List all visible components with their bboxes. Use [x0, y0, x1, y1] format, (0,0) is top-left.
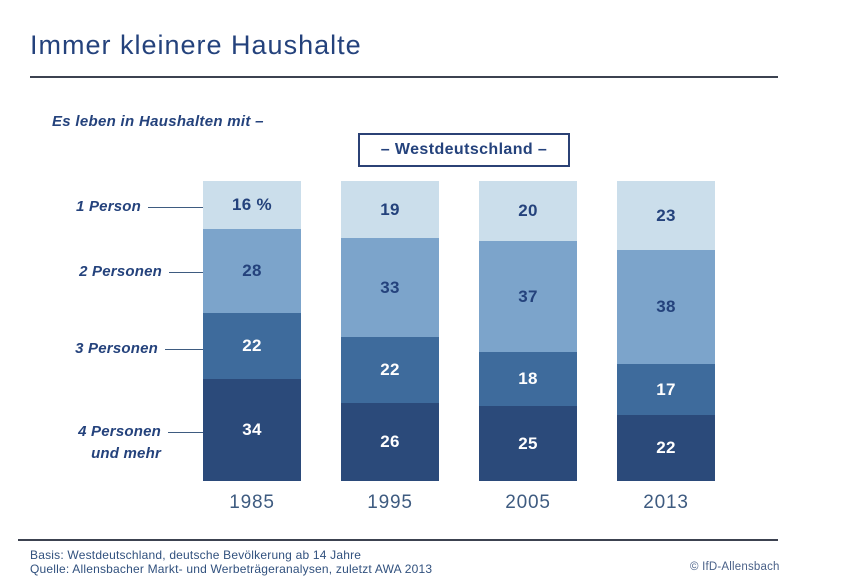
row-label: 4 Personen und mehr: [78, 423, 161, 462]
segment-value: 25: [518, 433, 538, 453]
segment-value: 19: [380, 199, 400, 219]
bar-segment: 22: [617, 415, 715, 481]
segment-value: 18: [518, 369, 538, 388]
segment-value: 17: [656, 379, 676, 399]
segment-value: 33: [380, 277, 400, 297]
footer-divider: [18, 539, 778, 541]
page-title: Immer kleinere Haushalte: [30, 30, 362, 60]
bar-segment: 16 %: [203, 181, 301, 229]
segment-value: 26: [380, 432, 400, 451]
bar-segment: 25: [479, 406, 577, 481]
segment-value: 22: [380, 360, 400, 379]
bar-segment: 28: [203, 229, 301, 313]
x-axis-label: 2013: [643, 492, 689, 513]
chart-subtitle: Es leben in Haushalten mit –: [52, 113, 264, 130]
row-label: 3 Personen: [75, 340, 158, 357]
bar-segment: 22: [203, 313, 301, 379]
segment-value: 23: [656, 205, 676, 225]
segment-value: 38: [656, 297, 676, 316]
x-axis-label: 1995: [367, 492, 413, 513]
bar-segment: 34: [203, 379, 301, 481]
bar-segment: 18: [479, 352, 577, 406]
row-label: 1 Person: [76, 198, 141, 215]
bar-segment: 33: [341, 238, 439, 337]
bar-segment: 20: [479, 181, 577, 241]
segment-value: 37: [518, 286, 538, 306]
label-connector-line: [168, 432, 203, 433]
segment-value: 22: [656, 438, 676, 457]
footnote-basis: Basis: Westdeutschland, deutsche Bevölke…: [30, 548, 362, 562]
region-badge: – Westdeutschland –: [358, 133, 570, 167]
row-label: 2 Personen: [79, 263, 162, 280]
x-axis-label: 2005: [505, 492, 551, 513]
segment-value: 28: [242, 261, 262, 280]
copyright-label: © IfD-Allensbach: [690, 561, 780, 573]
label-connector-line: [165, 349, 203, 350]
bar-segment: 26: [341, 403, 439, 481]
segment-value: 22: [242, 336, 262, 355]
bar-segment: 22: [341, 337, 439, 403]
bar-segment: 17: [617, 364, 715, 415]
title-divider: [30, 76, 778, 78]
x-axis-label: 1985: [229, 492, 275, 513]
bar-segment: 38: [617, 250, 715, 364]
bar-segment: 37: [479, 241, 577, 352]
segment-value: 20: [518, 201, 538, 220]
bar-segment: 19: [341, 181, 439, 238]
segment-value: 16 %: [232, 195, 272, 214]
label-connector-line: [169, 272, 203, 273]
bar-segment: 23: [617, 181, 715, 250]
label-connector-line: [148, 207, 203, 208]
footnote-quelle: Quelle: Allensbacher Markt- und Werbeträ…: [30, 562, 433, 576]
segment-value: 34: [242, 420, 262, 439]
